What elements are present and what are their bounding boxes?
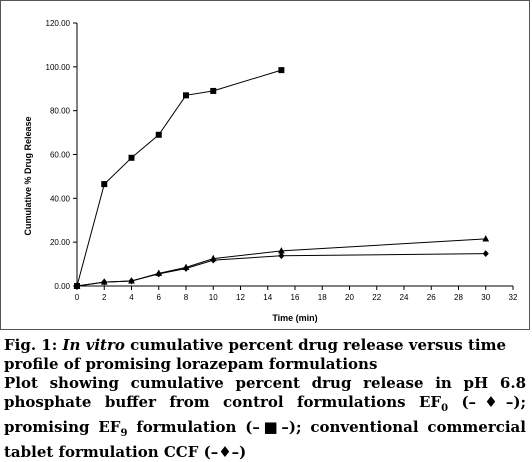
series-square [74,67,285,289]
caption-title-rest: cumulative percent drug release versus t… [4,336,506,373]
x-tick-label: 20 [345,293,354,302]
y-tick-label: 120.00 [46,19,71,28]
caption-body-part4: conventional commercial tablet formulati… [4,418,526,461]
x-tick-label: 22 [372,293,381,302]
figure-caption: Fig. 1: In vitro cumulative percent drug… [4,336,526,462]
x-tick-label: 4 [129,293,134,302]
caption-sub-2: 9 [120,428,128,439]
data-point-triangle [182,263,190,270]
series-group [73,67,490,290]
x-tick-label: 0 [75,293,80,302]
y-tick-label: 60.00 [50,151,71,160]
x-tick-label: 16 [291,293,300,302]
caption-title-italic: In vitro [62,336,125,354]
data-point-triangle [209,254,217,262]
y-tick-label: 0.00 [54,282,70,291]
x-tick-label: 10 [209,293,218,302]
caption-sub-1: 0 [441,403,449,414]
y-tick-label: 40.00 [50,194,71,203]
caption-marker-3: (–♦–) [203,443,247,461]
x-tick-label: 14 [263,293,272,302]
caption-marker-2: (–■–); [245,418,302,436]
x-tick-label: 2 [102,293,107,302]
y-tick-label: 20.00 [50,238,71,247]
data-point-square [155,131,162,138]
x-tick-label: 8 [184,293,189,302]
data-point-square [101,181,108,188]
x-tick-label: 28 [454,293,463,302]
caption-marker-1: (–♦–); [461,393,527,411]
data-point-triangle [155,269,163,276]
caption-body-part3: formulation [136,418,237,436]
data-point-square [183,92,189,99]
data-point-diamond [278,252,285,260]
data-point-square [278,67,285,74]
data-point-diamond [482,250,489,257]
caption-body-part1: Plot showing cumulative percent drug rel… [4,374,526,411]
data-point-triangle [100,278,108,285]
series-diamond [74,250,489,290]
x-tick-label: 24 [400,293,409,302]
y-tick-label: 100.00 [46,63,71,72]
x-axis-title: Time (min) [272,313,317,323]
x-tick-label: 30 [481,293,490,302]
series-triangle [73,235,490,289]
data-point-triangle [277,247,285,254]
data-point-square [210,87,217,94]
x-tick-label: 26 [427,293,436,302]
data-point-triangle [73,282,81,289]
series-line-square [76,69,282,287]
series-line-triangle [76,238,486,287]
data-point-triangle [482,235,490,242]
x-tick-label: 18 [318,293,327,302]
fig-label: Fig. 1: [4,336,58,354]
caption-title: Fig. 1: In vitro cumulative percent drug… [4,336,526,374]
x-tick-label: 32 [509,293,518,302]
x-tick-label: 12 [236,293,245,302]
data-point-triangle [128,277,135,284]
caption-body: Plot showing cumulative percent drug rel… [4,374,526,462]
data-point-square [128,154,135,161]
x-tick-label: 6 [157,293,162,302]
y-tick-label: 80.00 [50,107,71,116]
chart-frame: 0.00 20.00 40.00 60.00 80.00 100.00 120.00 0 2 4 6… [0,0,530,330]
y-axis-title: Cumulative % Drug Release [23,116,33,235]
caption-body-part2: promising EF [4,418,121,436]
